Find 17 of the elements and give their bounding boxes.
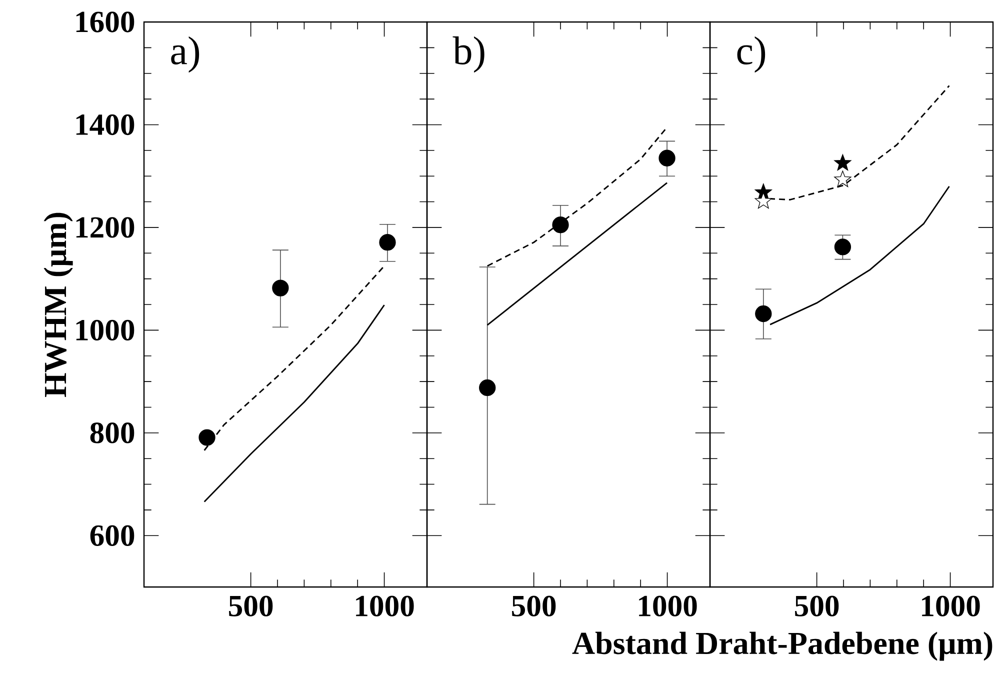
x-tick-label: 500 bbox=[512, 596, 556, 616]
x-tick-label: 500 bbox=[229, 596, 273, 616]
x-tick-label: 500 bbox=[795, 596, 839, 616]
y-tick-label: 1600 bbox=[76, 12, 134, 32]
x-tick-label: 1000 bbox=[639, 596, 697, 616]
x-axis-title: Abstand Draht-Padebene (μm) bbox=[572, 632, 992, 661]
chart-title: c) bbox=[737, 36, 766, 73]
x-tick-label: 1000 bbox=[922, 596, 980, 616]
y-tick-label: 1000 bbox=[76, 320, 134, 341]
y-tick-label: 1200 bbox=[76, 217, 134, 238]
y-tick-label: 600 bbox=[90, 525, 134, 546]
y-axis-title: HWHM (μm) bbox=[44, 212, 73, 397]
x-tick-label: 1000 bbox=[356, 596, 414, 616]
y-tick-label: 1400 bbox=[76, 114, 134, 136]
chart-title: b) bbox=[452, 36, 484, 73]
chart-title: a) bbox=[171, 36, 200, 73]
y-tick-label: 800 bbox=[90, 422, 134, 444]
